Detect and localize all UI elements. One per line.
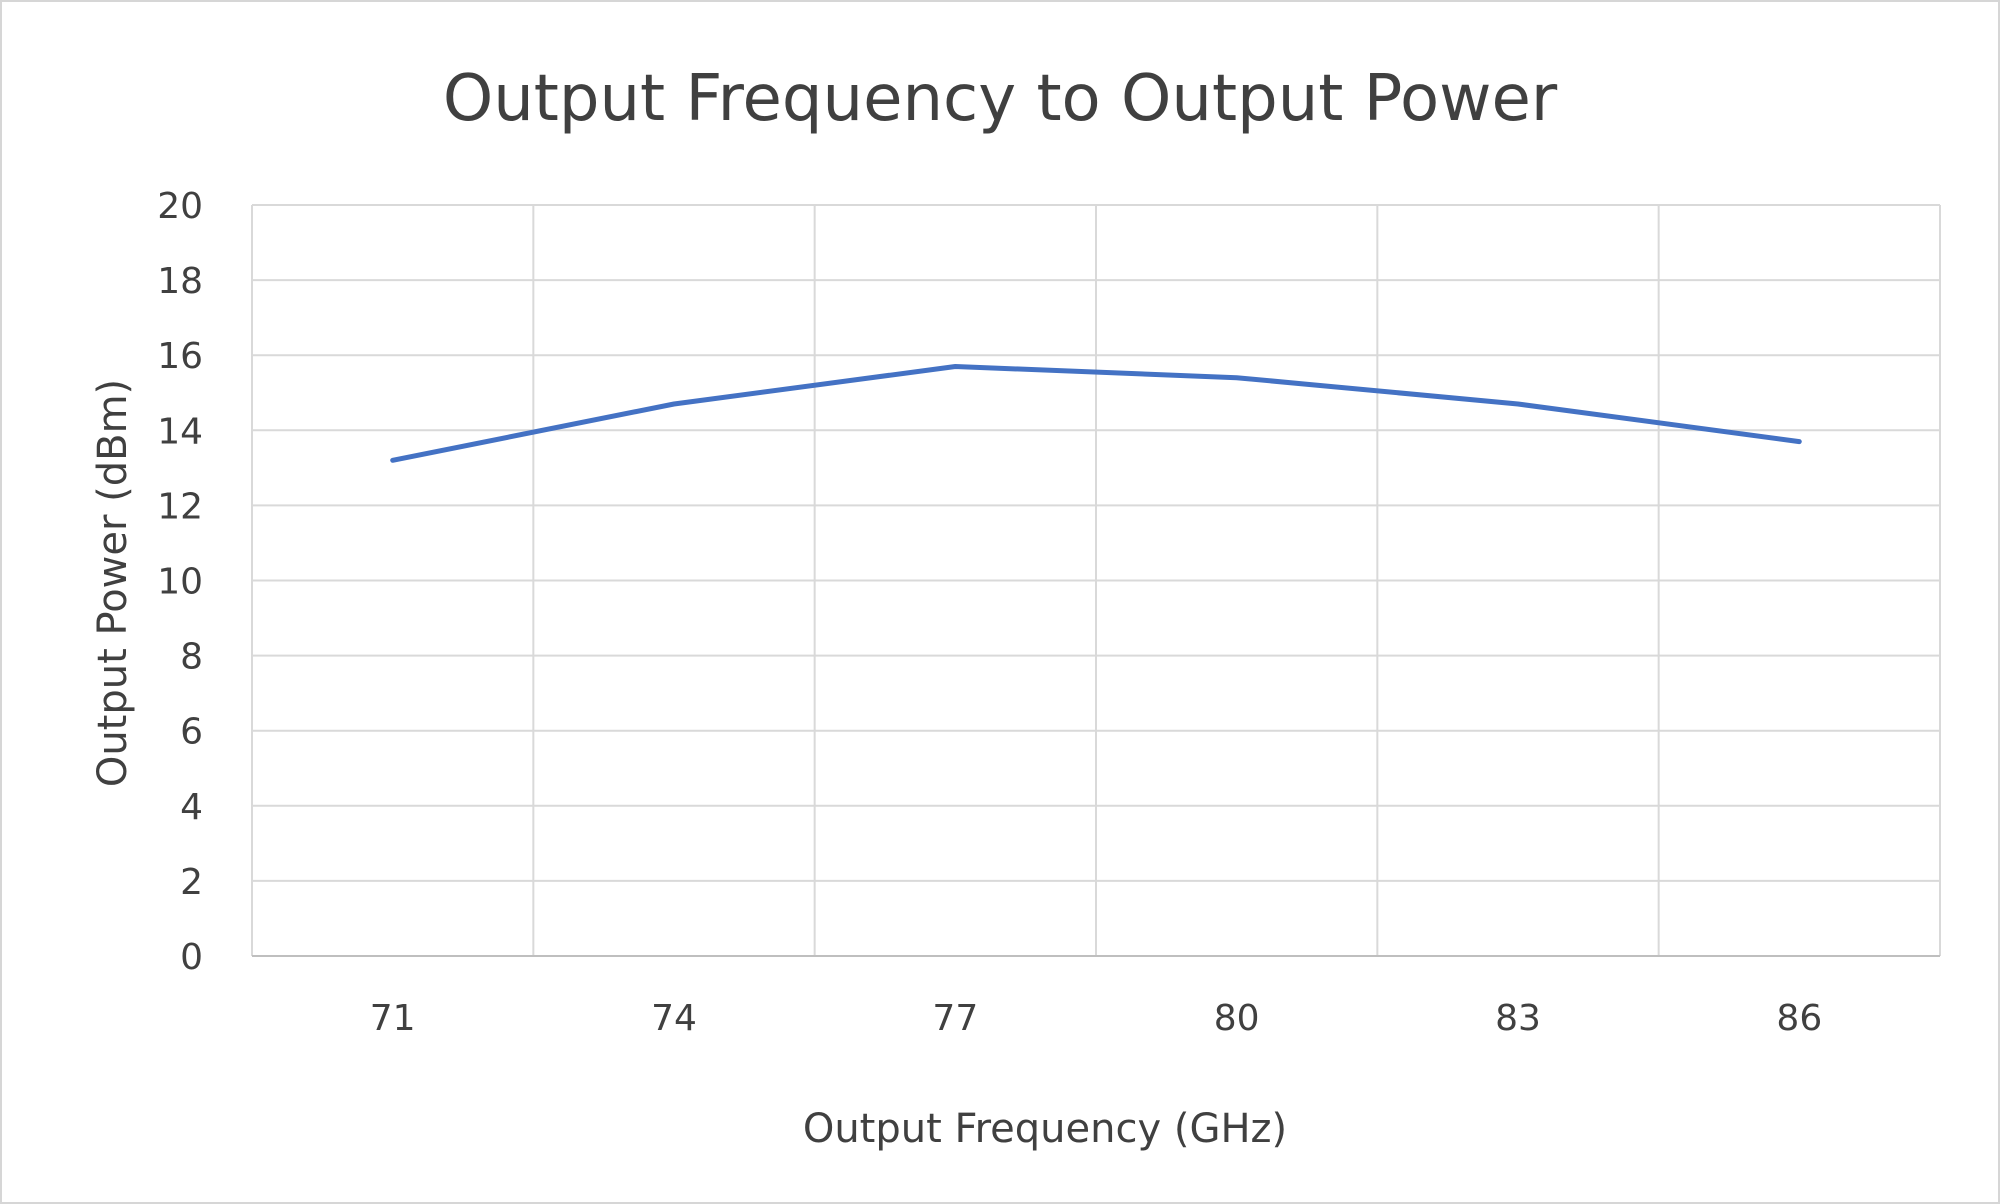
- x-tick-label: 74: [651, 998, 697, 1039]
- y-tick-label: 6: [180, 712, 203, 753]
- y-tick-label: 14: [157, 411, 203, 452]
- x-tick-label: 77: [932, 998, 978, 1039]
- label-layer: 0 2 4 6 8 10 12 14 16 18 20 71 74 77 80 83 86: [157, 186, 1822, 1039]
- y-tick-label: 18: [157, 261, 203, 302]
- y-tick-label: 16: [157, 336, 203, 377]
- x-axis-label: Output Frequency (GHz): [803, 1106, 1287, 1152]
- line-layer: [390, 364, 1802, 463]
- y-axis-label: Output Power (dBm): [90, 379, 136, 787]
- x-tick-label: 71: [370, 998, 416, 1039]
- x-tick-label: 83: [1495, 998, 1541, 1039]
- y-tick-label: 4: [180, 787, 203, 828]
- y-tick-label: 12: [157, 486, 203, 527]
- y-tick-label: 0: [180, 937, 203, 978]
- y-tick-label: 2: [180, 862, 203, 903]
- y-tick-label: 20: [157, 186, 203, 227]
- y-tick-label: 10: [157, 562, 203, 603]
- series-line: [390, 364, 1802, 463]
- grid-layer: [251, 204, 1941, 956]
- x-tick-label: 80: [1214, 998, 1260, 1039]
- chart-title: Output Frequency to Output Power: [443, 62, 1558, 136]
- x-tick-label: 86: [1776, 998, 1822, 1039]
- y-tick-label: 8: [180, 637, 203, 678]
